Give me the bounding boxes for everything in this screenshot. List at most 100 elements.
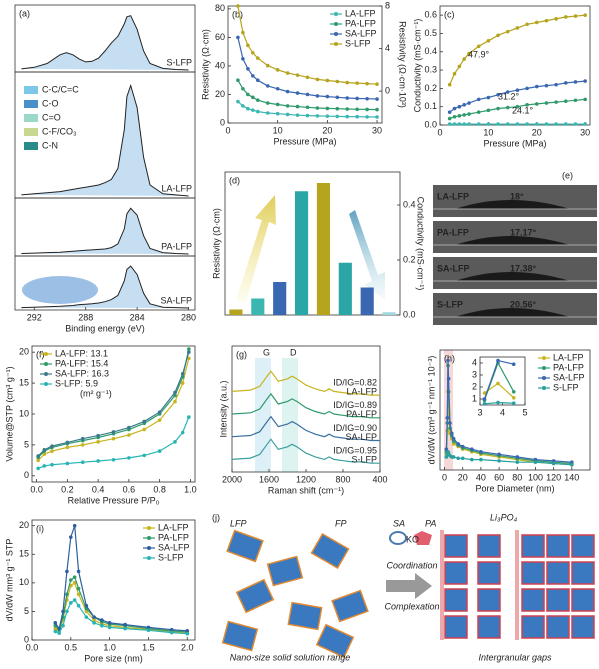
crystal — [521, 615, 545, 639]
data-point — [100, 623, 104, 628]
x-tick-label: 30 — [580, 127, 590, 137]
y-axis-label: Conductivity (mS·cm⁻¹) — [412, 19, 422, 113]
data-point — [65, 440, 70, 445]
x-tick-label: 0.8 — [153, 484, 166, 494]
data-point — [479, 449, 483, 454]
data-point — [451, 436, 456, 441]
data-point — [496, 400, 500, 405]
data-point — [36, 466, 40, 471]
process-arrow — [386, 573, 432, 599]
data-point — [96, 459, 100, 463]
data-point — [476, 110, 481, 114]
data-point — [355, 114, 359, 119]
data-point — [61, 623, 65, 628]
data-point — [335, 114, 340, 119]
legend-label: C-C/C=C — [42, 84, 79, 94]
diagram-text: FP — [335, 518, 347, 528]
data-point — [452, 114, 457, 119]
data-point — [236, 99, 240, 104]
data-point — [467, 101, 471, 105]
x-tick-label: 0.4 — [92, 484, 105, 494]
series-line — [445, 360, 572, 463]
data-point — [173, 393, 177, 398]
data-point — [505, 29, 510, 34]
ratio-label: ID/IG=0.90 — [333, 423, 377, 433]
y-tick-label: 0.6 — [424, 10, 437, 20]
data-point — [470, 447, 474, 451]
data-point — [265, 84, 270, 88]
y-tick-label: 20 — [19, 520, 29, 530]
data-point — [123, 626, 127, 631]
legend-label: SA-LFP — [553, 372, 585, 382]
data-point — [256, 78, 260, 82]
y2-tick-label: 0 — [385, 85, 390, 95]
series-label: PA-LFP — [346, 409, 377, 419]
x-tick-label: 1.0 — [103, 642, 116, 652]
legend-marker — [334, 22, 338, 26]
y-axis-label: Resistivity (Ω·cm) — [211, 208, 221, 279]
x-tick-label: 288 — [78, 312, 93, 322]
y-tick-label: 20 — [215, 89, 225, 99]
data-point — [476, 44, 481, 49]
y-tick-label: 0 — [24, 634, 29, 644]
crystal — [444, 534, 468, 558]
crystal — [571, 588, 595, 612]
y-axis-label: dV/dW (cm³ g⁻¹ nm⁻¹ 10⁻³) — [426, 356, 436, 465]
data-point — [111, 430, 116, 434]
data-point — [305, 75, 310, 80]
x-axis-label: Pressure (MPa) — [273, 136, 336, 146]
x-tick-label: 0.6 — [123, 484, 136, 494]
crystal — [521, 588, 545, 612]
data-point — [173, 399, 177, 404]
crystal — [521, 561, 545, 585]
data-point — [496, 122, 500, 126]
data-point — [476, 97, 481, 102]
sample-label: SA-LFP — [437, 263, 470, 273]
x-tick-label: 20 — [322, 125, 332, 135]
droplet — [455, 236, 570, 245]
data-point — [285, 104, 290, 108]
legend-marker — [542, 376, 546, 380]
data-point — [482, 402, 487, 406]
x-tick-label: 5 — [522, 407, 527, 417]
data-point — [554, 82, 558, 87]
legend-swatch — [24, 100, 38, 108]
data-point — [511, 390, 516, 394]
data-point — [564, 122, 568, 126]
data-point — [180, 372, 185, 376]
y-axis-label: Intensity (a.u.) — [218, 380, 228, 437]
diagram-text: SA — [393, 518, 405, 528]
crystal — [477, 615, 501, 639]
x-tick-label: 1200 — [296, 474, 316, 484]
x-tick-label: 0 — [225, 125, 230, 135]
data-point — [573, 14, 578, 18]
x-axis-label: Raman shift (cm⁻¹) — [268, 485, 344, 495]
data-point — [53, 629, 58, 634]
panel-label: (c) — [444, 9, 455, 19]
data-point — [335, 95, 340, 100]
y-tick-label: 0 — [220, 117, 225, 127]
data-point — [515, 26, 520, 30]
data-point — [50, 462, 54, 467]
data-point — [365, 115, 369, 119]
data-point — [375, 82, 379, 86]
data-point — [251, 74, 255, 78]
x-tick-label: 0.0 — [26, 642, 39, 652]
legend-label: LA-LFP — [158, 522, 189, 532]
bar — [229, 309, 243, 315]
data-point — [80, 443, 85, 447]
data-point — [452, 71, 457, 76]
data-point — [42, 448, 47, 452]
legend-label: C-O — [42, 98, 59, 108]
legend-label: SA-LFP — [158, 542, 190, 552]
legend-marker — [542, 356, 546, 360]
data-point — [185, 631, 190, 636]
data-point — [72, 523, 77, 528]
data-point — [583, 13, 587, 17]
data-point — [65, 445, 70, 450]
data-point — [496, 33, 500, 38]
data-point — [564, 81, 568, 85]
data-point — [515, 455, 520, 459]
bar — [251, 298, 265, 315]
data-point — [275, 68, 280, 72]
